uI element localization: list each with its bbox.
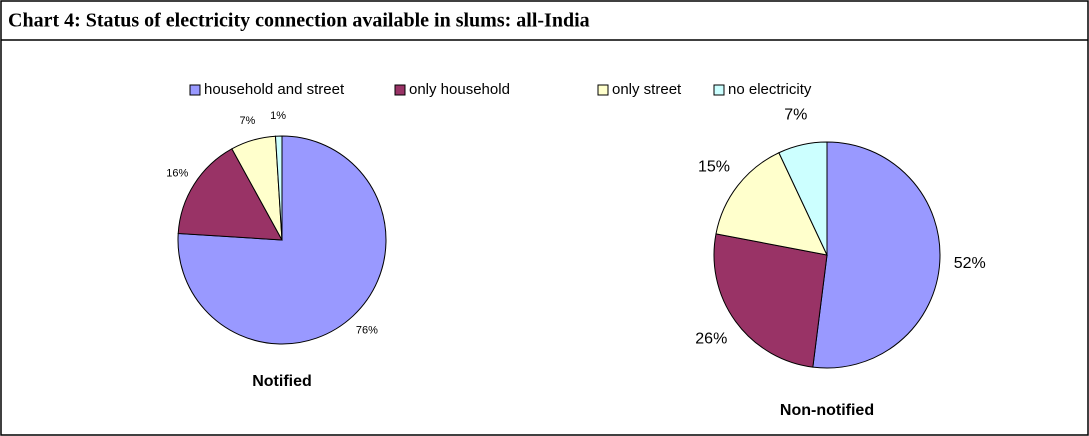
legend-label: household and street [204,81,345,98]
legend-label: only household [409,81,510,98]
chart-title: Notified [252,373,312,390]
pie-slice [778,141,828,256]
data-label: 76% [356,324,378,336]
legend-label: only street [612,81,682,98]
pie-slice [715,152,828,256]
data-label: 7% [784,107,807,124]
pie-slice [713,233,828,368]
legend-swatch [394,84,406,96]
page-title: Chart 4: Status of electricity connectio… [8,10,590,32]
data-label: 15% [698,159,730,176]
chart-title: Non-notified [780,402,874,419]
legend-swatch [189,84,201,96]
legend-label: no electricity [728,81,812,98]
pie-slice [812,141,941,369]
pie-slice [177,135,387,345]
data-label: 26% [695,330,727,347]
data-label: 16% [166,167,188,179]
data-label: 52% [954,255,986,272]
pie-slice [274,135,283,241]
data-label: 7% [239,115,255,127]
legend-swatch [597,84,609,96]
data-label: 1% [270,110,286,122]
pie-slice [177,148,283,241]
legend-swatch [713,84,725,96]
